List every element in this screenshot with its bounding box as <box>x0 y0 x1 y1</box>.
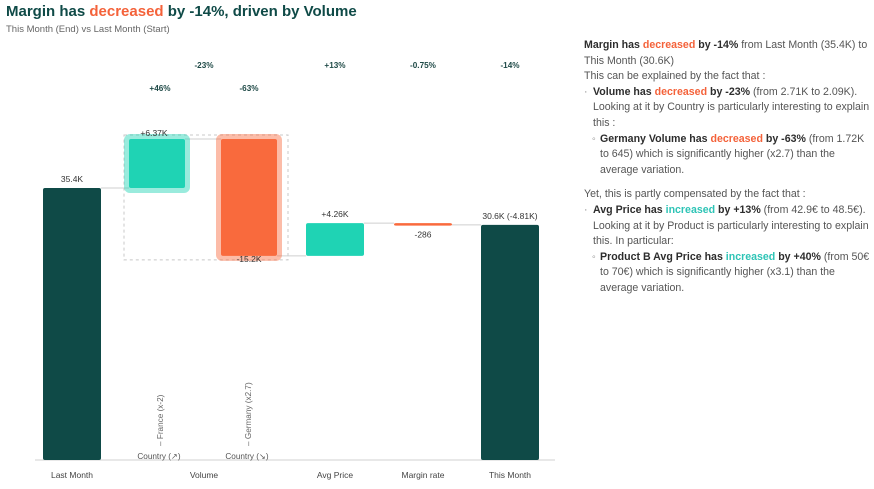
sub-axis-country-germany: Country (↘) <box>225 452 269 461</box>
x-label-this-month: This Month <box>489 470 531 480</box>
sub-axis-label-germany: – Germany (x2.7) <box>244 382 253 446</box>
value-label-avg-price: +4.26K <box>321 209 349 219</box>
value-label-this-month: 30.6K (-4.81K) <box>482 211 537 221</box>
bar-avg_price <box>306 223 364 256</box>
value-label-france: +6.37K <box>140 128 168 138</box>
bar-france <box>129 139 185 188</box>
insight-summary: Margin has decreased by -14% from Last M… <box>584 39 868 67</box>
bar-germany <box>221 139 277 256</box>
pct-label-germany: -63% <box>239 84 259 93</box>
waterfall-chart: 35.4K +6.37K -15.2K +4.26K -286 30.6K (-4.81K… <box>35 61 555 480</box>
x-label-margin-rate: Margin rate <box>402 470 445 480</box>
insight-compensation: Yet, this is partly compensated by the f… <box>584 188 806 201</box>
sub-axis-label-france: – France (x-2) <box>156 394 165 446</box>
pct-label-this-month: -14% <box>500 61 520 70</box>
insight-avg-price: Avg Price has increased by +13% (from 42… <box>584 203 870 250</box>
pct-label-avg-price: +13% <box>324 61 346 70</box>
value-label-margin-rate: -286 <box>414 229 431 239</box>
pct-label-france: +46% <box>149 84 171 93</box>
x-label-volume: Volume <box>190 470 219 480</box>
insight-panel: Margin has decreased by -14% from Last M… <box>584 38 870 297</box>
pct-label-volume: -23% <box>194 61 214 70</box>
bar-last_month <box>43 188 101 460</box>
insight-germany: Germany Volume has decreased by -63% (fr… <box>584 132 870 179</box>
sub-axis-country-france: Country (↗) <box>137 452 181 461</box>
pct-label-margin-rate: -0.75% <box>410 61 437 70</box>
insight-intro: This can be explained by the fact that : <box>584 70 766 83</box>
x-label-avg-price: Avg Price <box>317 470 353 480</box>
bar-this_month <box>481 224 539 460</box>
x-label-last-month: Last Month <box>51 470 93 480</box>
title-highlight: decreased <box>89 3 164 20</box>
insight-product-b: Product B Avg Price has increased by +40… <box>584 250 870 297</box>
value-label-last-month: 35.4K <box>61 174 84 184</box>
value-label-germany: -15.2K <box>236 254 261 264</box>
bar-margin_rate <box>394 223 452 226</box>
chart-subtitle: This Month (End) vs Last Month (Start) <box>6 24 170 35</box>
insight-volume: Volume has decreased by -23% (from 2.71K… <box>584 85 870 132</box>
chart-title: Margin has decreased by -14%, driven by … <box>6 3 357 20</box>
